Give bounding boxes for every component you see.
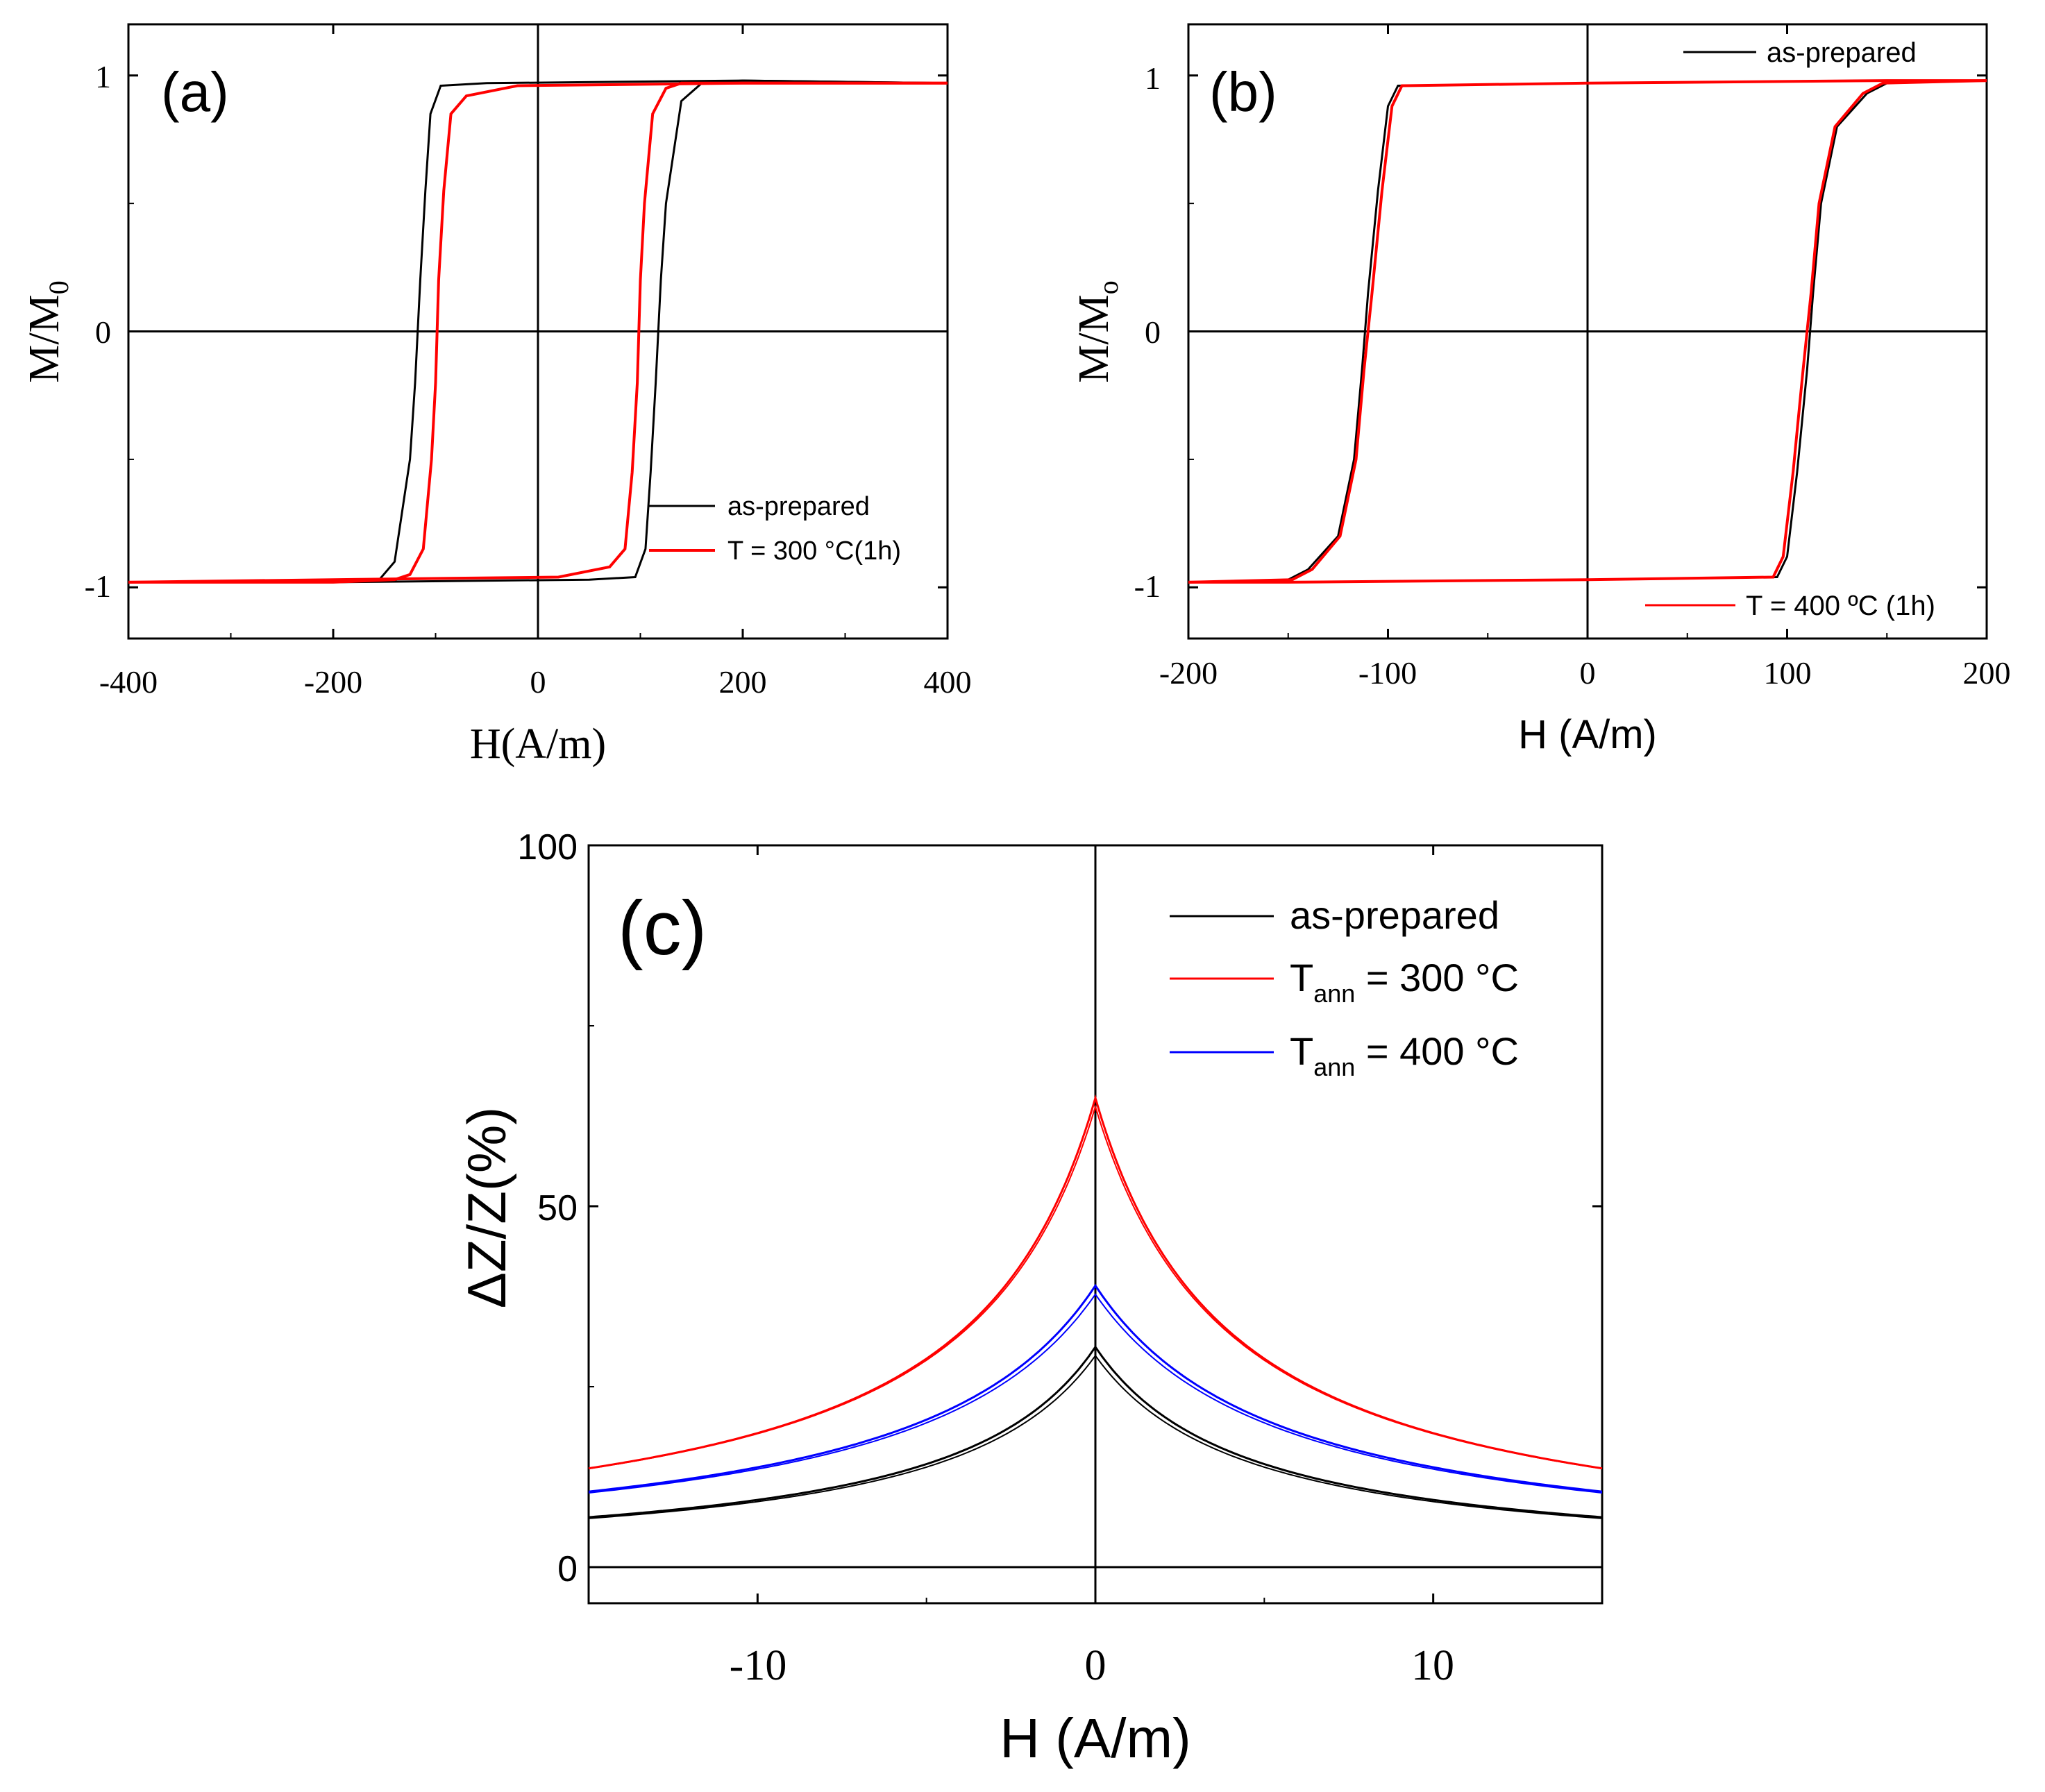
- panel-a-ytick-label: 1: [95, 59, 111, 94]
- panel-b-series-annealed-400-ascending: [1188, 79, 1987, 584]
- panel-a-y-axis-label: M/M0: [21, 280, 74, 382]
- panel-b-legend: as-prepared T = 400 ºC (1h): [1645, 37, 1935, 621]
- panel-a-xtick-label: 0: [530, 664, 546, 700]
- panel-b-legend-label-400: T = 400 ºC (1h): [1746, 591, 1935, 621]
- panel-a-plot-frame: [127, 23, 949, 640]
- panel-a-panel-label: (a): [161, 61, 229, 123]
- panel-a-series-annealed-300-ascending: [128, 81, 948, 584]
- panel-a-xtick-label: -400: [99, 664, 158, 700]
- panel-a-ytick-label: 0: [95, 314, 111, 350]
- panel-c-legend: as-prepared Tann = 300 °C Tann = 400 °C: [1170, 893, 1519, 1081]
- panel-c-series-annealed-400: [588, 1283, 1603, 1493]
- panel-c-legend-label-300: Tann = 300 °C: [1290, 956, 1519, 1008]
- panel-c-xtick-label: 10: [1411, 1642, 1454, 1689]
- panel-a: 1 0 -1 -400 -200 0 200 400 H(A/m) M/M0 (…: [21, 23, 972, 768]
- panel-c-series-annealed-400-return: [588, 1293, 1603, 1494]
- panel-c-plot-frame: [587, 844, 1604, 1605]
- panel-b-y-axis-label: M/Mo: [1070, 280, 1124, 382]
- panel-b-xtick-label: 200: [1963, 655, 2011, 691]
- panel-c-series-annealed-300-return: [588, 1104, 1603, 1470]
- panel-b-xtick-label: -200: [1159, 655, 1218, 691]
- panel-b-ytick-label: 0: [1145, 314, 1161, 350]
- panel-a-legend: as-prepared T = 300 °C(1h): [649, 492, 901, 566]
- panel-a-xtick-label: 200: [719, 664, 767, 700]
- panel-b-series-annealed-400-descending: [1188, 79, 1987, 584]
- panel-a-legend-label-300: T = 300 °C(1h): [727, 536, 901, 566]
- panel-b-x-axis-label: H (A/m): [1518, 712, 1657, 757]
- panel-c-ytick-label: 100: [517, 827, 578, 868]
- panel-b-xtick-label: 100: [1764, 655, 1812, 691]
- panel-b-xtick-label: -100: [1358, 655, 1417, 691]
- panel-c-legend-label-as-prepared: as-prepared: [1290, 893, 1499, 937]
- panel-b-legend-label-as-prepared: as-prepared: [1767, 37, 1917, 68]
- panel-c-legend-label-400: Tann = 400 °C: [1290, 1029, 1519, 1081]
- panel-a-x-axis-label: H(A/m): [470, 720, 606, 768]
- panel-b: 1 0 -1 -200 -100 0 100 200 H (A/m) M/Mo …: [1070, 23, 2011, 757]
- panel-c-ytick-label: 0: [557, 1549, 578, 1589]
- panel-c-xtick-label: -10: [730, 1642, 787, 1689]
- panel-c-x-axis-label: H (A/m): [1000, 1707, 1191, 1769]
- panel-c-series-as-prepared-return: [588, 1354, 1603, 1519]
- panel-b-plot-frame: [1187, 23, 1988, 640]
- panel-c-series-as-prepared: [588, 1345, 1603, 1519]
- panel-b-panel-label: (b): [1209, 61, 1277, 123]
- panel-c: 100 50 0 -10 0 10 H (A/m) ΔZ/Z(%) (c) as…: [456, 827, 1604, 1769]
- panel-c-panel-label: (c): [618, 886, 707, 971]
- panel-a-xtick-label: -200: [304, 664, 362, 700]
- panel-a-legend-label-as-prepared: as-prepared: [727, 492, 870, 521]
- panel-c-xtick-label: 0: [1085, 1642, 1106, 1689]
- panel-c-y-axis-label: ΔZ/Z(%): [456, 1107, 517, 1308]
- panel-a-ytick-label: -1: [85, 568, 111, 604]
- panel-a-xtick-label: 400: [924, 664, 972, 700]
- panel-b-ytick-label: -1: [1134, 568, 1161, 604]
- panel-b-xtick-label: 0: [1580, 655, 1596, 691]
- panel-b-ytick-label: 1: [1145, 60, 1161, 96]
- panel-c-ytick-label: 50: [537, 1188, 578, 1228]
